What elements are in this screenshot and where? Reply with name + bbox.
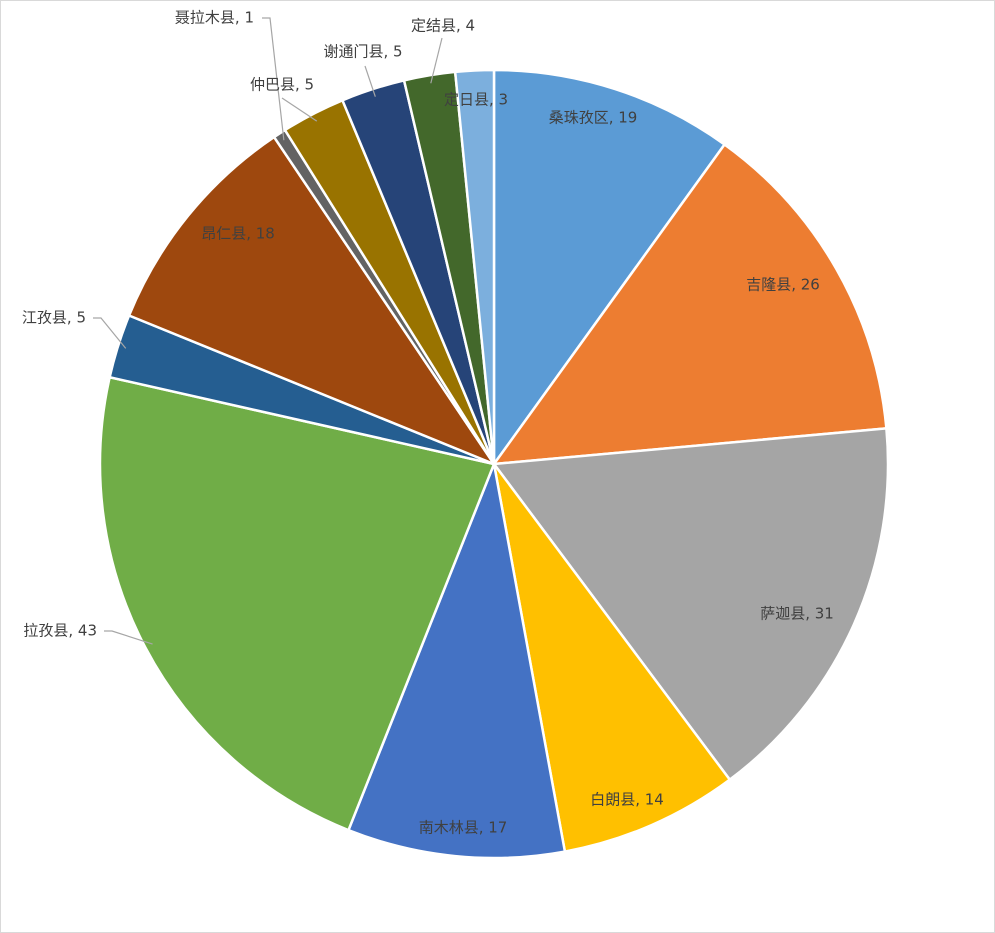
leader-line [364,65,376,97]
leader-line [104,630,153,645]
data-label: 谢通门县, 5 [323,43,402,61]
data-label: 吉隆县, 26 [746,276,820,294]
data-label: 萨迦县, 31 [760,605,834,623]
data-label: 仲巴县, 5 [250,76,314,94]
leader-line [262,17,285,141]
pie-slice [491,427,890,782]
data-label: 桑珠孜区, 19 [549,109,638,127]
pie-slice [453,68,496,465]
pie-slice [492,463,732,854]
leader-line [93,317,127,349]
data-label: 白朗县, 14 [590,791,664,809]
pie-slice [492,68,727,468]
data-label: 南木林县, 17 [419,819,508,837]
pie-slice [98,375,496,832]
pie-slice [491,142,888,466]
data-label: 定结县, 4 [411,17,475,35]
pie-slice [127,135,498,467]
data-label: 聂拉木县, 1 [175,9,254,27]
leader-line [430,37,443,84]
pie-slice [346,459,567,860]
data-label: 拉孜县, 43 [23,622,97,640]
data-label: 昂仁县, 18 [201,225,275,243]
data-label: 定日县, 3 [444,91,508,109]
data-label: 江孜县, 5 [22,309,86,327]
leader-line [281,97,318,122]
